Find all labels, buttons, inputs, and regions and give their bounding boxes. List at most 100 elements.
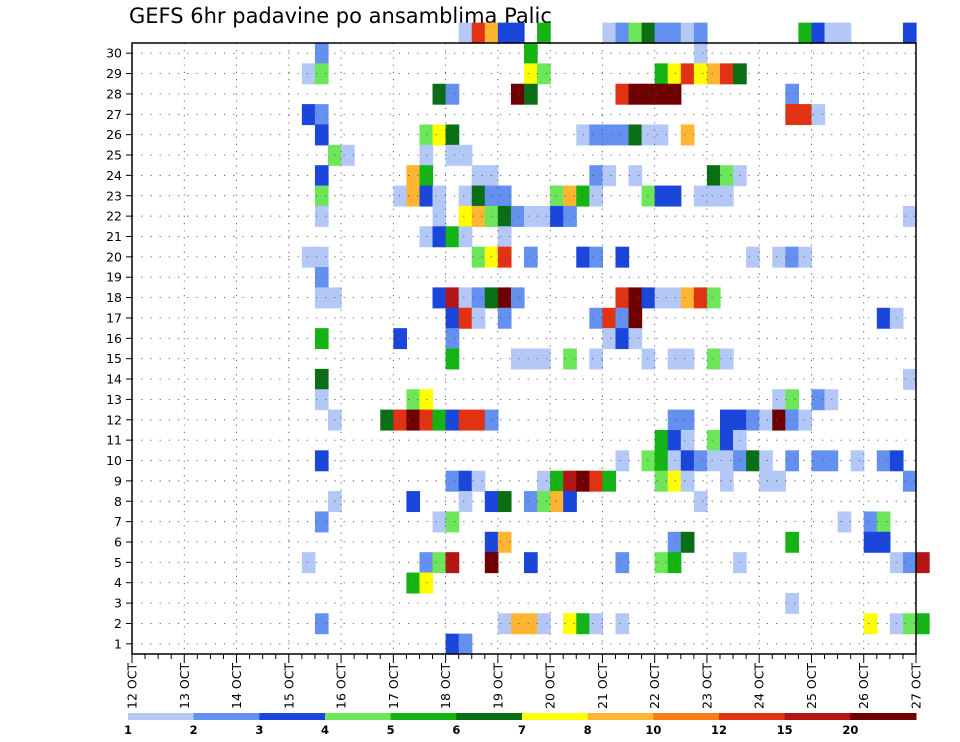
heatmap-cell [524,205,538,227]
heatmap-cell [902,22,917,44]
legend-label: 3 [255,723,263,737]
heatmap-cell [654,83,669,105]
heatmap-cell [720,450,734,472]
heatmap-cell [550,491,564,513]
heatmap-cell [458,307,473,329]
heatmap-cell [445,144,460,166]
legend-label: 1 [124,723,132,737]
y-tick-label: 9 [114,473,122,488]
heatmap-cell [314,368,329,390]
heatmap-cell [550,470,564,492]
heatmap-cell [785,83,799,105]
heatmap-cell [798,22,813,44]
heatmap-cell [471,165,486,187]
heatmap-cell [589,124,603,146]
heatmap-cell [314,287,329,309]
heatmap-cell [693,185,708,207]
x-tick-label: 13 OCT [177,663,192,709]
legend-label: 12 [711,723,727,737]
y-tick-label: 29 [106,66,122,81]
heatmap-cell [432,552,447,574]
heatmap-cell [497,287,512,309]
heatmap-cell [667,185,682,207]
heatmap-cell [458,226,473,248]
heatmap-cell [680,409,695,431]
heatmap-cell [654,185,669,207]
heatmap-cell [458,470,473,492]
heatmap-cell [863,531,878,553]
heatmap-cell [772,409,786,431]
heatmap-cell [720,348,734,370]
heatmap-cell [432,124,447,146]
x-tick-label: 23 OCT [699,663,714,709]
heatmap-cell [641,287,656,309]
heatmap-cell [484,22,499,44]
y-tick-label: 7 [114,514,122,529]
heatmap-cell [667,429,682,451]
heatmap-cell [772,470,786,492]
x-tick-label: 15 OCT [281,663,296,709]
heatmap-cell [667,470,682,492]
heatmap-cell [589,185,603,207]
y-tick-label: 12 [106,412,122,427]
heatmap-cell [471,470,486,492]
heatmap-cell [628,165,643,187]
legend-label: 5 [387,723,395,737]
x-tick-label: 24 OCT [752,663,767,709]
heatmap-cell [563,185,577,207]
y-tick-label: 25 [106,148,122,163]
heatmap-cell [615,124,630,146]
heatmap-cell [615,307,630,329]
heatmap-cell [720,185,734,207]
y-tick-label: 14 [106,372,122,387]
heatmap-cell [772,246,786,268]
heatmap-cell [641,83,656,105]
x-tick-label: 12 OCT [125,663,140,709]
heatmap-cell [628,124,643,146]
heatmap-cell [419,185,434,207]
heatmap-cell [393,409,407,431]
heatmap-cell [432,205,447,227]
heatmap-cell [406,185,421,207]
heatmap-cell [811,22,826,44]
heatmap-cell [602,124,617,146]
y-tick-label: 10 [106,453,122,468]
heatmap-cell [798,104,813,126]
heatmap-cell [471,185,486,207]
heatmap-cell [759,409,773,431]
heatmap-cell [589,348,603,370]
heatmap-cell [432,511,447,533]
heatmap-cell [563,348,577,370]
heatmap-cell [772,389,786,411]
heatmap-cell [615,450,630,472]
heatmap-cell [746,450,760,472]
legend-label: 10 [645,723,661,737]
heatmap-cell [550,205,564,227]
x-tick-label: 22 OCT [647,663,662,709]
heatmap-cell [510,287,525,309]
heatmap-cell [445,552,460,574]
heatmap-cell [393,328,407,350]
heatmap-cell [667,552,682,574]
heatmap-cell [693,22,708,44]
heatmap-cell [301,246,316,268]
y-tick-label: 26 [106,127,122,142]
y-tick-label: 22 [106,209,122,224]
heatmap-cell [497,185,512,207]
heatmap-cell [746,246,760,268]
heatmap-cell [445,470,460,492]
heatmap-cell [524,63,538,85]
legend-label: 20 [842,723,858,737]
heatmap-cell [314,205,329,227]
heatmap-cell [706,185,721,207]
heatmap-cell [902,552,917,574]
y-tick-label: 13 [106,392,122,407]
heatmap-cell [314,246,329,268]
heatmap-cell [458,144,473,166]
heatmap-cell [680,531,695,553]
heatmap-cell [537,491,551,513]
heatmap-cell [314,389,329,411]
heatmap-cell [667,63,682,85]
heatmap-cell [667,83,682,105]
heatmap-cell [524,348,538,370]
